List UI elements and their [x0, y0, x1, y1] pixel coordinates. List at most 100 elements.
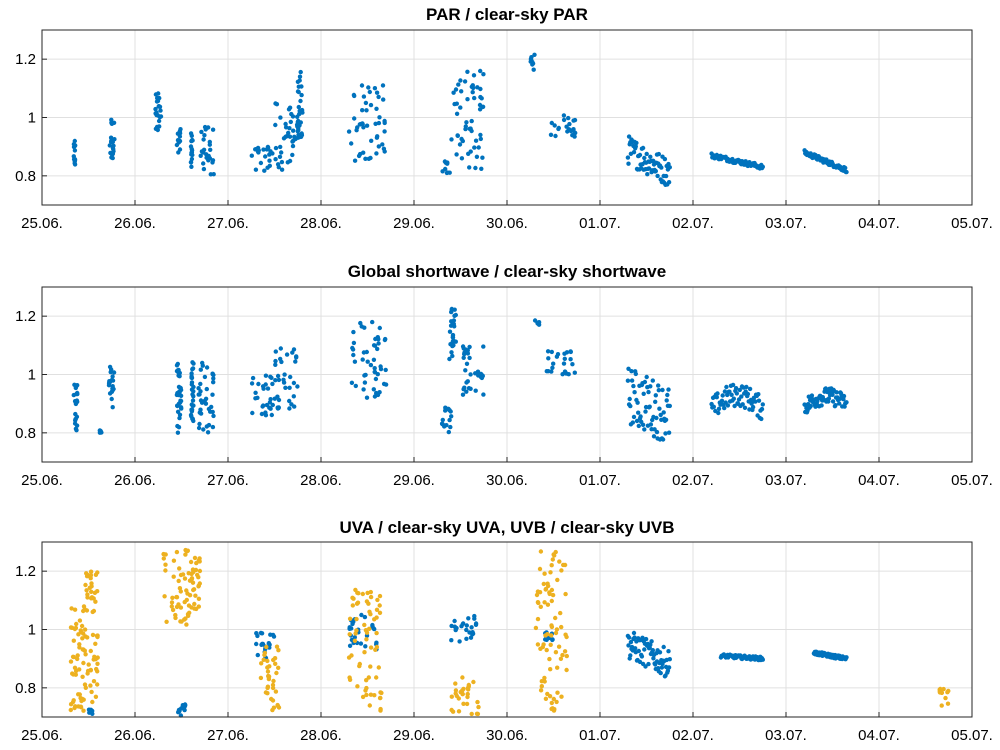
data-point — [366, 85, 371, 90]
data-point — [373, 647, 378, 652]
data-point — [361, 387, 366, 392]
data-point — [296, 84, 301, 89]
data-point — [368, 362, 374, 368]
data-point — [72, 382, 77, 387]
data-point — [548, 132, 554, 137]
data-point — [271, 678, 276, 684]
data-point — [542, 571, 547, 576]
x-tick-label: 26.06. — [114, 215, 156, 232]
data-point — [274, 670, 279, 676]
data-point — [108, 135, 114, 140]
data-point — [561, 113, 567, 118]
data-point — [476, 704, 481, 710]
data-point — [110, 378, 116, 383]
data-point — [158, 114, 164, 119]
data-point — [809, 393, 815, 398]
data-point — [207, 142, 212, 147]
data-point — [456, 696, 461, 701]
data-point — [538, 549, 544, 554]
data-point — [296, 125, 301, 131]
data-point — [561, 361, 567, 366]
data-point — [559, 624, 564, 630]
data-point — [82, 648, 88, 653]
data-point — [156, 118, 162, 124]
data-point — [456, 82, 461, 87]
data-point — [460, 675, 465, 680]
data-point — [377, 115, 382, 120]
data-point — [278, 346, 283, 351]
data-point — [471, 679, 476, 685]
data-point — [633, 646, 638, 651]
data-point — [447, 329, 453, 334]
data-point — [107, 143, 113, 148]
data-point — [277, 154, 283, 159]
data-point — [655, 173, 660, 179]
data-point — [544, 647, 549, 653]
data-point — [556, 644, 562, 649]
data-point — [273, 661, 278, 666]
data-point — [170, 607, 176, 613]
data-point — [540, 644, 545, 650]
data-point — [163, 568, 168, 573]
x-axis-ticks: 25.06. 26.06. 27.06. 28.06. 29.06. 30.06. 01.0… — [21, 200, 993, 232]
data-point — [89, 689, 94, 695]
data-point — [262, 168, 267, 173]
data-point — [550, 557, 555, 562]
data-point — [549, 563, 554, 568]
data-point — [562, 562, 568, 568]
x-tick-label: 30.06. — [486, 727, 528, 744]
data-point — [360, 591, 365, 597]
data-point — [279, 167, 285, 172]
data-point — [253, 396, 258, 401]
data-point — [275, 405, 280, 410]
data-point — [467, 355, 472, 361]
data-point — [374, 630, 379, 636]
data-point — [177, 566, 182, 571]
data-point — [350, 603, 355, 608]
data-point — [196, 583, 201, 588]
data-point — [208, 147, 213, 152]
data-point — [71, 392, 77, 398]
x-axis-ticks: 25.06. 26.06. 27.06. 28.06. 29.06. 30.06. 01.0… — [21, 457, 993, 489]
data-point — [208, 409, 213, 414]
data-point — [642, 155, 647, 161]
data-point — [558, 610, 563, 616]
data-point — [352, 158, 358, 163]
data-point — [658, 412, 663, 418]
data-point — [209, 404, 214, 410]
data-point — [260, 404, 265, 409]
data-point — [834, 390, 839, 395]
data-point — [281, 377, 286, 382]
data-point — [539, 684, 544, 689]
data-point — [464, 701, 470, 707]
data-point — [175, 423, 180, 429]
data-point — [347, 632, 352, 637]
data-point — [259, 411, 265, 417]
data-point — [202, 133, 207, 138]
data-point — [464, 120, 469, 125]
data-point — [183, 552, 188, 557]
data-point — [550, 637, 555, 643]
data-point — [110, 155, 115, 161]
data-point — [626, 161, 631, 166]
data-point — [178, 572, 184, 578]
data-point — [551, 696, 556, 702]
data-point — [639, 654, 645, 659]
x-tick-label: 25.06. — [21, 727, 63, 744]
data-point — [760, 657, 765, 662]
data-point — [727, 389, 732, 394]
data-point — [645, 172, 650, 177]
data-point — [164, 619, 169, 624]
y-tick-label: 1 — [28, 367, 36, 384]
data-point — [109, 117, 114, 123]
data-point — [469, 711, 474, 717]
data-point — [171, 558, 177, 563]
data-point — [109, 396, 114, 402]
data-point — [443, 160, 448, 165]
data-point — [259, 661, 264, 666]
data-point — [826, 396, 832, 401]
data-point — [297, 108, 302, 114]
data-point — [442, 423, 447, 428]
data-point — [454, 152, 459, 157]
data-point — [543, 696, 549, 701]
